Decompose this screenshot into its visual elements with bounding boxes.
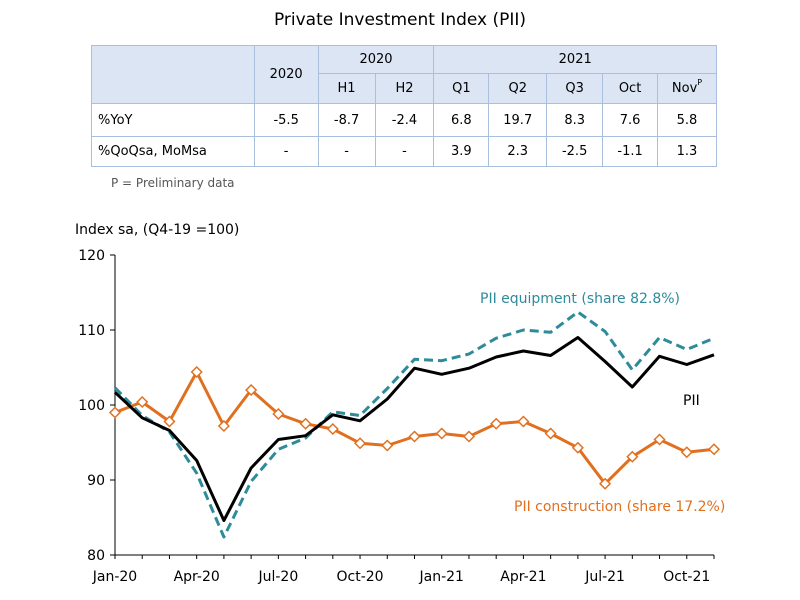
x-tick-label: Apr-21 (500, 569, 546, 585)
col-header-q3: Q3 (546, 73, 604, 104)
y-tick-label: 110 (78, 323, 105, 339)
y-tick-label: 80 (87, 548, 105, 564)
table-cell: 3.9 (433, 136, 490, 167)
construction-marker (136, 395, 149, 409)
footnote: P = Preliminary data (111, 176, 235, 190)
table-cell: -1.1 (602, 136, 659, 167)
table-cell: - (374, 136, 435, 167)
construction-marker (544, 427, 557, 440)
construction-marker (408, 430, 421, 443)
table-cell: 2.3 (488, 136, 548, 167)
construction-marker (217, 419, 230, 433)
table-cell: 1.3 (657, 136, 717, 167)
construction-marker (680, 446, 693, 459)
series-pii-line (113, 336, 715, 522)
col-header-nov: NovP (657, 73, 717, 104)
construction-marker (299, 417, 312, 430)
x-tick-label: Oct-21 (663, 569, 710, 585)
x-tick-label: Jan-21 (419, 569, 464, 585)
table-cell: -5.5 (253, 103, 319, 137)
table-cell: - (253, 136, 319, 167)
y-tick-label: 120 (78, 248, 105, 264)
construction-marker (108, 406, 122, 419)
x-tick-label: Jul-20 (257, 569, 298, 585)
y-tick-label: 90 (87, 473, 105, 489)
construction-marker (163, 415, 176, 428)
construction-marker (435, 427, 448, 440)
table-cell: 5.8 (657, 103, 717, 137)
table-cell: 19.7 (488, 103, 548, 137)
construction-marker (353, 437, 367, 450)
col-header-q1: Q1 (433, 73, 490, 104)
construction-marker (626, 450, 639, 463)
group-header-2021: 2021 (433, 45, 717, 74)
col-header-oct: Oct (602, 73, 659, 104)
table-cell: - (317, 136, 376, 167)
label-equipment: PII equipment (share 82.8%) (480, 291, 680, 307)
series-equipment-line (113, 310, 715, 539)
x-tick-label: Apr-20 (174, 569, 220, 585)
construction-marker (653, 433, 666, 446)
page-title: Private Investment Index (PII) (273, 10, 527, 30)
construction-marker (326, 422, 339, 436)
construction-marker (599, 477, 612, 490)
construction-marker (517, 415, 530, 428)
label-construction: PII construction (share 17.2%) (514, 499, 725, 515)
x-tick-label: Jul-21 (584, 569, 625, 585)
col-header-h2: H2 (374, 73, 435, 104)
row-label: %QoQsa, MoMsa (91, 136, 255, 167)
construction-marker (462, 430, 476, 443)
series-construction-line (114, 370, 715, 486)
construction-marker (272, 407, 285, 421)
y-axis-label: Index sa, (Q4-19 =100) (75, 222, 239, 238)
table-row: %QoQsa, MoMsa - - - 3.9 2.3 -2.5 -1.1 1.… (91, 136, 717, 167)
y-tick-label: 100 (78, 398, 105, 414)
construction-marker (245, 383, 258, 397)
col-header-2020-annual: 2020 (253, 45, 319, 104)
table-cell: -2.4 (374, 103, 435, 137)
summary-table: 2020 2020 2021 H1 H2 Q1 Q2 Q3 Oct NovP %… (91, 45, 717, 167)
construction-marker (190, 365, 203, 379)
label-pii: PII (683, 393, 700, 409)
construction-marker (571, 441, 584, 454)
table-cell: -2.5 (546, 136, 604, 167)
table-cell: 8.3 (546, 103, 604, 137)
construction-marker (490, 417, 503, 430)
x-tick-label: Oct-20 (337, 569, 384, 585)
x-tick-label: Jan-20 (92, 569, 137, 585)
table-row: %YoY -5.5 -8.7 -2.4 6.8 19.7 8.3 7.6 5.8 (91, 103, 717, 137)
col-header-q2: Q2 (488, 73, 548, 104)
table-cell: 6.8 (433, 103, 490, 137)
construction-marker (381, 439, 394, 452)
construction-marker (707, 443, 721, 456)
col-header-h1: H1 (317, 73, 376, 104)
